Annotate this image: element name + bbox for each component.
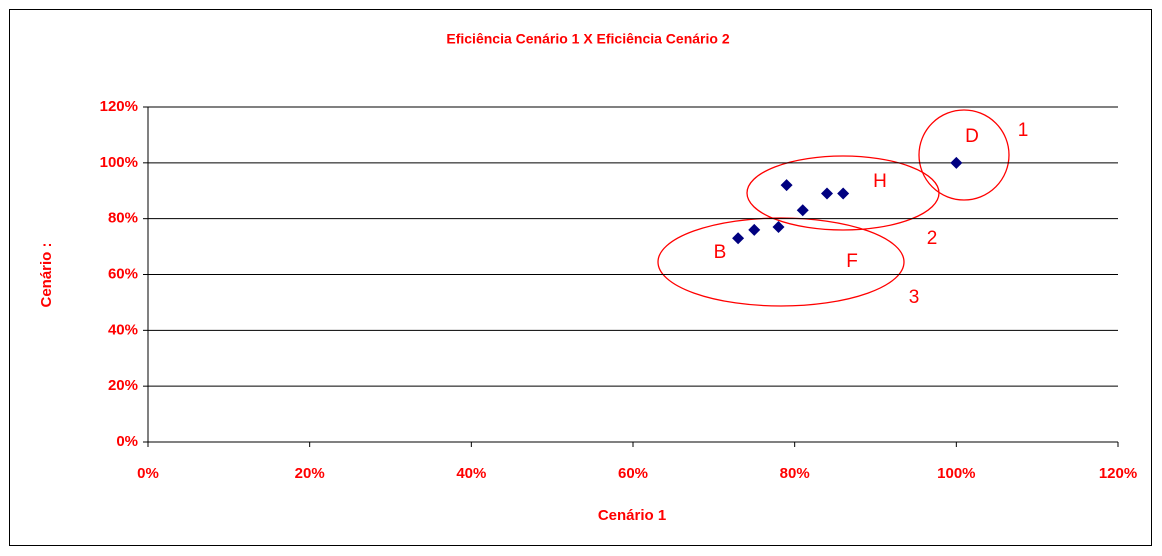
y-tick-label: 120% [100,98,138,115]
chart-title: Eficiência Cenário 1 X Eficiência Cenári… [446,31,729,47]
y-tick-label: 20% [108,377,138,394]
annotation: 1 [1018,120,1029,141]
y-axis-title: Cenário : [38,242,55,307]
x-tick-label: 60% [618,465,648,482]
y-tick-label: 0% [116,433,138,450]
y-tick-label: 40% [108,321,138,338]
x-tick-label: 100% [937,465,975,482]
group-ellipse [657,217,905,307]
y-tick-label: 80% [108,210,138,227]
annotation: D [965,126,979,147]
x-tick-label: 80% [780,465,810,482]
x-tick-label: 40% [456,465,486,482]
x-axis-title: Cenário 1 [598,507,666,524]
marker [732,232,745,245]
annotation: B [714,242,727,263]
y-tick-label: 60% [108,265,138,282]
group-ellipse [918,109,1010,201]
annotation: H [873,171,887,192]
annotation: 2 [927,228,938,249]
chart-frame [9,9,1152,546]
annotation: 3 [909,287,920,308]
marker [780,179,793,192]
marker [837,187,850,200]
annotation: F [846,251,858,272]
y-tick-label: 100% [100,154,138,171]
marker [748,223,761,236]
x-tick-label: 20% [295,465,325,482]
marker [796,204,809,217]
marker [821,187,833,200]
x-tick-label: 120% [1099,465,1137,482]
marker [950,156,963,169]
x-tick-label: 0% [137,465,159,482]
marker [772,221,785,234]
group-ellipse [746,155,940,231]
